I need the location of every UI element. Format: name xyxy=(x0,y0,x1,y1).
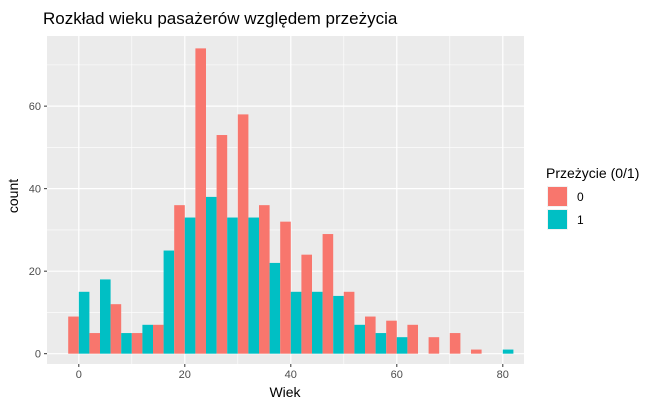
bar-series-1 xyxy=(227,217,238,354)
legend-key-0 xyxy=(548,187,567,206)
bar-series-1 xyxy=(121,333,132,354)
bars xyxy=(68,48,514,354)
x-tick-label: 60 xyxy=(391,369,403,381)
y-axis-title: count xyxy=(5,179,21,213)
bar-series-0 xyxy=(365,316,376,354)
bar-series-1 xyxy=(100,279,111,354)
bar-series-1 xyxy=(269,262,281,354)
bar-series-0 xyxy=(386,320,397,354)
y-tick-label: 20 xyxy=(29,266,41,278)
bar-series-0 xyxy=(195,48,206,354)
bar-series-0 xyxy=(237,114,249,354)
x-tick-label: 80 xyxy=(497,369,509,381)
bar-series-0 xyxy=(343,291,355,354)
bar-series-1 xyxy=(354,324,365,354)
x-tick-label: 40 xyxy=(285,369,297,381)
x-axis-title: Wiek xyxy=(269,384,301,400)
bar-series-0 xyxy=(322,234,334,354)
bar-series-0 xyxy=(301,254,312,354)
chart-title: Rozkład wieku pasażerów względem przeżyc… xyxy=(43,9,398,28)
bar-series-0 xyxy=(110,304,122,354)
bar-series-0 xyxy=(68,316,79,354)
bar-series-1 xyxy=(312,291,323,354)
legend-label-0: 0 xyxy=(577,190,584,204)
bar-series-1 xyxy=(502,349,514,354)
bar-series-0 xyxy=(471,349,482,354)
bar-series-0 xyxy=(407,324,418,354)
legend: Przeżycie (0/1) 0 1 xyxy=(546,165,639,230)
bar-series-0 xyxy=(153,324,164,354)
bar-series-1 xyxy=(142,324,153,354)
x-tick-label: 0 xyxy=(76,369,82,381)
bar-series-0 xyxy=(259,205,270,354)
y-tick-label: 40 xyxy=(29,184,41,196)
bar-series-1 xyxy=(375,333,387,354)
bar-series-1 xyxy=(163,250,175,354)
x-axis: 0 20 40 60 80 xyxy=(76,364,509,381)
bar-series-1 xyxy=(333,295,344,354)
bar-series-0 xyxy=(216,135,228,354)
y-tick-label: 0 xyxy=(35,349,41,361)
legend-title: Przeżycie (0/1) xyxy=(546,165,639,181)
y-tick-label: 60 xyxy=(29,101,41,113)
bar-series-1 xyxy=(184,217,196,354)
bar-series-0 xyxy=(449,333,461,354)
bar-series-1 xyxy=(206,196,217,354)
bar-series-0 xyxy=(280,221,291,354)
bar-series-1 xyxy=(248,217,259,354)
bar-series-0 xyxy=(89,333,100,354)
x-tick-label: 20 xyxy=(179,369,191,381)
legend-key-1 xyxy=(548,210,567,229)
bar-series-0 xyxy=(428,337,440,354)
legend-label-1: 1 xyxy=(577,213,584,227)
bar-series-0 xyxy=(131,333,143,354)
bar-series-1 xyxy=(78,291,90,354)
bar-series-1 xyxy=(396,337,408,354)
bar-series-1 xyxy=(290,291,302,354)
bar-series-0 xyxy=(174,205,185,354)
y-axis: 0 20 40 60 xyxy=(29,101,47,361)
